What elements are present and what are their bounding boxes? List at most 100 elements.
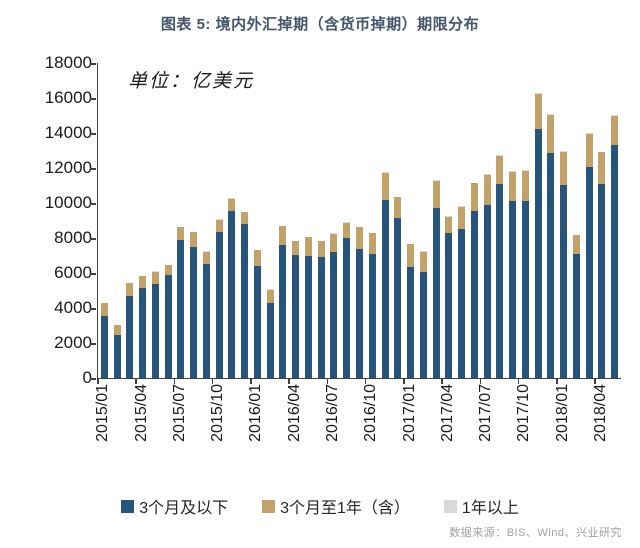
bar-segment-series2	[445, 216, 453, 217]
bar-2016/06	[317, 240, 325, 378]
bar-2015/06	[164, 264, 172, 378]
bar-segment-series0	[547, 152, 555, 378]
y-tick-mark	[90, 308, 96, 310]
bar-segment-series2	[215, 219, 223, 220]
y-tick-mark	[90, 273, 96, 275]
x-tick-mark	[211, 379, 214, 384]
x-tick-label-2017/07: 2017/07	[477, 384, 495, 442]
bar-segment-series1	[330, 233, 338, 253]
bar-segment-series0	[330, 252, 338, 378]
bar-segment-series1	[534, 94, 542, 130]
y-tick-mark	[90, 343, 96, 345]
bar-segment-series1	[126, 283, 134, 296]
bar-segment-series2	[279, 225, 287, 227]
legend-item-3m-to-1y: 3个月至1年（含）	[262, 494, 410, 518]
bar-2016/05	[304, 236, 312, 378]
bar-segment-series1	[509, 171, 517, 201]
x-tick-mark	[97, 379, 99, 384]
bar-segment-series2	[356, 226, 363, 228]
x-tick-mark	[173, 379, 176, 384]
bar-2016/07	[330, 233, 338, 378]
y-tick-label-18000: 18000	[44, 53, 92, 72]
legend-label-under-3m: 3个月及以下	[139, 500, 229, 517]
bar-segment-series0	[266, 302, 274, 378]
legend-label-over-1y: 1年以上	[461, 500, 519, 517]
bar-segment-series1	[496, 155, 504, 185]
bar-2017/02	[419, 251, 427, 378]
bar-segment-series2	[202, 251, 210, 252]
bar-segment-series1	[470, 183, 478, 212]
bar-2016/04	[292, 240, 300, 378]
bar-segment-series1	[100, 302, 108, 317]
bar-segment-series0	[585, 166, 593, 378]
bar-segment-series2	[330, 233, 338, 234]
bar-2016/12	[394, 196, 402, 378]
bar-2017/06	[470, 182, 478, 378]
legend-swatch-over-1y-icon	[443, 499, 457, 513]
bar-2017/04	[445, 216, 453, 378]
bar-segment-series0	[458, 229, 466, 378]
bar-2018/03	[585, 133, 593, 378]
plot-area	[97, 63, 621, 379]
bar-2015/02	[113, 324, 121, 378]
bar-segment-series1	[572, 235, 580, 255]
bar-segment-series1	[292, 241, 300, 255]
bar-segment-series0	[534, 129, 542, 378]
bar-segment-series0	[279, 245, 287, 378]
unit-label: 单位：亿美元	[128, 70, 255, 92]
bar-segment-series0	[151, 283, 159, 378]
bar-segment-series0	[164, 274, 172, 378]
bar-segment-series2	[560, 151, 568, 152]
y-tick-label-0: 0	[82, 368, 92, 387]
bar-segment-series1	[560, 151, 568, 185]
bar-2015/11	[228, 198, 236, 378]
bar-segment-series0	[228, 211, 236, 378]
bar-segment-series0	[113, 334, 121, 378]
bar-segment-series1	[368, 233, 376, 255]
bar-segment-series2	[509, 171, 517, 172]
x-tick-label-2018/01: 2018/01	[553, 384, 571, 442]
bar-segment-series0	[139, 288, 147, 378]
bar-segment-series2	[407, 243, 415, 245]
legend-swatch-3m-to-1y-icon	[262, 499, 276, 513]
bar-segment-series0	[292, 254, 300, 378]
bar-segment-series2	[534, 93, 542, 95]
bar-2017/12	[547, 114, 555, 378]
bar-2018/04	[598, 151, 606, 378]
x-tick-mark	[441, 379, 443, 384]
x-tick-mark	[403, 379, 405, 384]
bar-segment-series2	[547, 114, 555, 115]
bar-segment-series1	[215, 219, 223, 232]
bar-segment-series2	[483, 174, 491, 175]
bar-2017/10	[521, 169, 529, 378]
bar-segment-series2	[458, 206, 466, 207]
y-tick-mark	[90, 63, 96, 65]
bar-segment-series0	[407, 266, 415, 378]
bar-2016/10	[368, 232, 376, 378]
legend-label-3m-to-1y: 3个月至1年（含）	[280, 500, 410, 517]
bar-segment-series2	[228, 198, 236, 199]
bar-2018/01	[560, 151, 568, 378]
bar-segment-series2	[470, 182, 478, 184]
bar-2017/05	[458, 206, 466, 378]
bar-2015/01	[100, 302, 108, 378]
legend-item-over-1y: 1年以上	[443, 494, 519, 518]
bar-segment-series0	[509, 200, 517, 378]
bar-segment-series0	[470, 211, 478, 378]
bar-segment-series0	[598, 184, 606, 378]
bar-segment-series2	[572, 234, 580, 236]
bar-segment-series2	[394, 196, 402, 198]
bar-segment-series0	[445, 232, 453, 378]
y-tick-label-16000: 16000	[44, 88, 92, 107]
bar-segment-series2	[432, 180, 440, 182]
x-tick-mark	[479, 379, 482, 384]
y-tick-label-8000: 8000	[54, 228, 92, 247]
x-tick-mark	[556, 379, 558, 384]
bar-2017/08	[496, 155, 504, 378]
bar-segment-series1	[407, 244, 415, 267]
bar-segment-series1	[445, 217, 453, 233]
x-tick-mark	[594, 379, 596, 384]
bar-segment-series1	[253, 250, 261, 266]
bar-segment-series2	[598, 151, 606, 153]
